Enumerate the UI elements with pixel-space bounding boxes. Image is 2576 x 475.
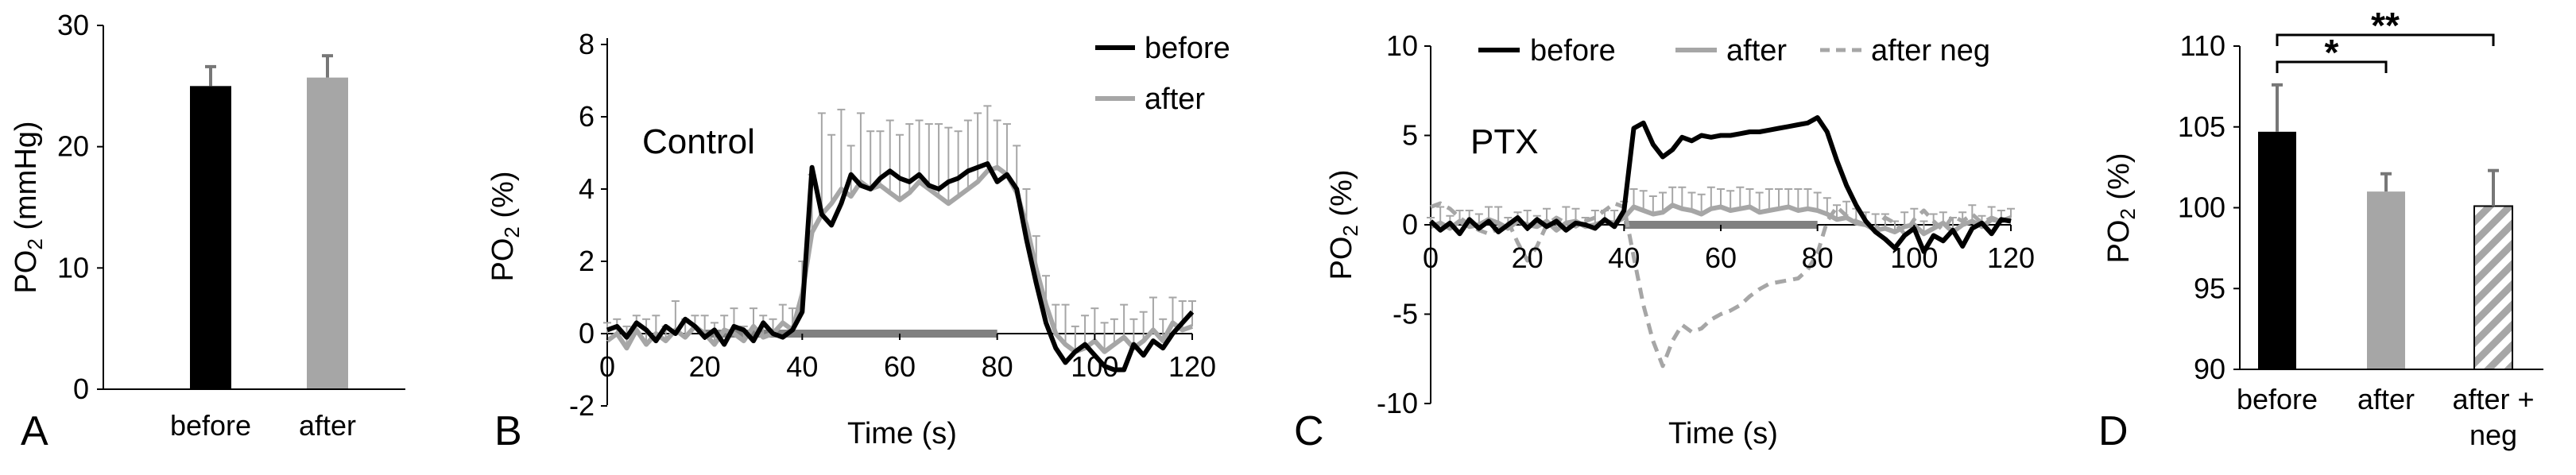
panel-d-x-label-neg: neg: [2469, 419, 2517, 451]
panel-c-y-label-sub: 2: [1338, 225, 1362, 236]
panel-d-significance-marker: **: [2371, 5, 2400, 46]
panel-c-legend-after-neg: after neg: [1871, 34, 1990, 68]
panel-c-letter: C: [1294, 408, 1324, 454]
panel-a-y-label: PO2 (mmHg): [10, 121, 47, 293]
b-y-tick-label: 0: [579, 317, 595, 349]
b-x-tick-label: 120: [1168, 350, 1216, 383]
b-x-tick-label: 40: [786, 350, 818, 383]
b-y-tick-label: -2: [569, 389, 595, 422]
c-x-tick-label: 0: [1423, 241, 1439, 274]
panel-c-inset-label: PTX: [1470, 122, 1539, 161]
panel-d-y-tick-label: 95: [2194, 272, 2225, 304]
b-x-tick-label: 80: [982, 350, 1013, 383]
panel-c-y-label: PO2 (%): [1325, 169, 1362, 280]
panel-c-y-label-unit: (%): [1325, 169, 1358, 225]
panel-b-legend-before: before: [1145, 32, 1230, 65]
panel-b-x-ticks: 0 20 40 60 80 100 120: [599, 334, 1216, 383]
panel-d-x-label-after: after: [2357, 383, 2415, 415]
panel-d-y-tick-label: 90: [2194, 353, 2225, 385]
panel-a-letter: A: [21, 408, 48, 454]
panel-d-significance-bracket: [2276, 33, 2495, 46]
c-y-tick-label: -5: [1393, 298, 1418, 330]
panel-a: 0 10 20 30 before after PO2 (mmHg) A: [10, 9, 405, 454]
panel-a-y-ticks: 0 10 20 30: [57, 9, 103, 405]
panel-b-letter: B: [494, 408, 522, 454]
panel-d-letter: D: [2098, 408, 2129, 454]
panel-d-y-label-unit: (%): [2102, 153, 2136, 208]
b-y-tick-label: 8: [579, 28, 595, 60]
panel-b-y-label-unit: (%): [486, 171, 520, 226]
panel-a-y-tick-label: 30: [57, 9, 89, 41]
c-x-tick-label: 40: [1608, 241, 1640, 274]
b-x-tick-label: 0: [599, 350, 615, 383]
b-y-tick-label: 2: [579, 245, 595, 277]
b-x-tick-label: 60: [884, 350, 916, 383]
c-series-after-neg: [1430, 201, 2012, 369]
panel-d-bar-2: [2473, 205, 2513, 370]
panel-a-x-label-before: before: [170, 409, 251, 442]
panel-d-bar-0: [2258, 131, 2296, 370]
panel-d-bar-1: [2367, 191, 2405, 369]
panel-a-x-label-after: after: [299, 409, 356, 442]
panel-c-legend-after: after: [1726, 34, 1787, 68]
panel-d-y-ticks: 90 95 100 105 110: [2178, 29, 2240, 385]
panel-a-y-tick-label: 20: [57, 130, 89, 163]
panel-b-x-label: Time (s): [847, 417, 957, 450]
panel-d-x-label-before: before: [2237, 383, 2318, 415]
panel-a-bars: [190, 54, 348, 389]
panel-d-y-tick-label: 100: [2178, 191, 2225, 224]
panel-b-y-label: PO2 (%): [486, 171, 524, 281]
panel-b-legend-after: after: [1145, 83, 1205, 116]
b-x-tick-label: 100: [1071, 350, 1118, 383]
panel-d-significance: ***: [2276, 5, 2495, 73]
panel-a-y-label-main: PO: [10, 250, 43, 294]
panel-d-significance-bracket: [2276, 60, 2388, 73]
panel-a-y-tick-label: 0: [73, 373, 89, 405]
c-y-tick-label: -10: [1377, 387, 1418, 419]
panel-d-y-tick-label: 105: [2178, 110, 2225, 143]
panel-b-stimulus-bar: [704, 330, 997, 338]
panel-b-y-label-main: PO: [486, 238, 520, 282]
panel-b-y-label-sub: 2: [500, 226, 524, 238]
panel-d-x-label-after-plus: after +: [2452, 383, 2534, 415]
b-y-tick-label: 6: [579, 100, 595, 133]
panel-a-bar-before: [190, 86, 231, 389]
b-x-tick-label: 20: [689, 350, 721, 383]
c-x-tick-label: 100: [1890, 241, 1938, 274]
panel-a-y-label-sub: 2: [23, 238, 47, 249]
panel-d-y-tick-label: 110: [2180, 29, 2225, 62]
panel-d-bars: [2258, 83, 2513, 370]
panel-d-significance-marker: *: [2325, 32, 2339, 73]
panel-b-y-ticks: -2 0 2 4 6 8: [569, 28, 607, 422]
panel-c-y-label-main: PO: [1325, 237, 1358, 280]
panel-c-y-ticks: -10 -5 0 5 10: [1377, 29, 1431, 419]
c-x-tick-label: 120: [1987, 241, 2035, 274]
panel-a-y-tick-label: 10: [57, 251, 89, 284]
c-y-tick-label: 0: [1402, 208, 1418, 241]
c-y-tick-label: 5: [1402, 119, 1418, 152]
panel-a-bar-after: [307, 77, 348, 389]
panel-a-y-label-unit: (mmHg): [10, 121, 43, 238]
c-x-tick-label: 60: [1705, 241, 1737, 274]
panel-d-y-label-sub: 2: [2116, 208, 2140, 219]
panel-c-x-label: Time (s): [1668, 417, 1778, 450]
panel-d-y-label: PO2 (%): [2102, 153, 2140, 263]
panel-c-x-ticks: 0 20 40 60 80 100 120: [1423, 225, 2035, 274]
panel-b-inset-label: Control: [642, 122, 755, 161]
panel-d-y-label-main: PO: [2102, 220, 2136, 264]
c-y-tick-label: 10: [1386, 29, 1418, 62]
c-x-tick-label: 80: [1802, 241, 1834, 274]
b-y-tick-label: 4: [579, 172, 595, 205]
panel-c-legend-before: before: [1530, 34, 1616, 68]
c-x-tick-label: 20: [1512, 241, 1544, 274]
